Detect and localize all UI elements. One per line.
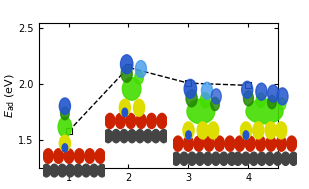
Circle shape <box>266 136 276 151</box>
Ellipse shape <box>211 97 219 111</box>
Circle shape <box>204 152 212 165</box>
Circle shape <box>249 152 258 165</box>
Circle shape <box>159 129 168 143</box>
Circle shape <box>227 152 236 165</box>
Circle shape <box>119 99 130 116</box>
Circle shape <box>253 122 264 139</box>
Circle shape <box>242 152 250 165</box>
Circle shape <box>186 131 191 139</box>
Circle shape <box>135 60 146 77</box>
Circle shape <box>121 55 133 74</box>
Circle shape <box>105 113 115 129</box>
Circle shape <box>126 113 136 129</box>
Circle shape <box>243 131 249 139</box>
Circle shape <box>120 129 128 143</box>
Circle shape <box>133 99 145 116</box>
Circle shape <box>144 129 152 143</box>
Circle shape <box>204 136 214 151</box>
Circle shape <box>219 152 228 165</box>
Circle shape <box>194 136 204 151</box>
Circle shape <box>184 136 193 151</box>
Circle shape <box>58 164 66 177</box>
Circle shape <box>136 129 144 143</box>
Circle shape <box>64 149 74 163</box>
Circle shape <box>240 122 252 139</box>
Ellipse shape <box>243 91 253 106</box>
Ellipse shape <box>61 107 69 120</box>
Circle shape <box>62 144 68 152</box>
Circle shape <box>289 152 298 165</box>
Circle shape <box>112 129 121 143</box>
Circle shape <box>136 113 146 129</box>
Circle shape <box>256 83 267 100</box>
Circle shape <box>234 152 242 165</box>
Circle shape <box>265 152 274 165</box>
Circle shape <box>273 152 282 165</box>
Circle shape <box>256 136 265 151</box>
Circle shape <box>146 113 156 129</box>
Circle shape <box>235 136 245 151</box>
Circle shape <box>85 149 95 163</box>
Circle shape <box>184 79 197 98</box>
Circle shape <box>74 149 84 163</box>
Circle shape <box>50 164 59 177</box>
Ellipse shape <box>246 99 283 124</box>
Circle shape <box>242 81 253 98</box>
Circle shape <box>208 122 219 139</box>
Circle shape <box>172 152 180 165</box>
Circle shape <box>196 152 204 165</box>
Circle shape <box>268 85 279 102</box>
Circle shape <box>82 164 91 177</box>
Circle shape <box>54 149 64 163</box>
Circle shape <box>183 122 194 139</box>
Ellipse shape <box>58 117 72 137</box>
Circle shape <box>95 149 105 163</box>
Circle shape <box>122 108 128 117</box>
Ellipse shape <box>121 65 132 82</box>
Circle shape <box>214 136 224 151</box>
Circle shape <box>151 129 160 143</box>
Circle shape <box>201 82 213 99</box>
Ellipse shape <box>278 98 286 110</box>
Ellipse shape <box>122 77 141 100</box>
Circle shape <box>74 164 83 177</box>
Circle shape <box>59 135 70 152</box>
Circle shape <box>225 136 235 151</box>
Circle shape <box>287 136 297 151</box>
Circle shape <box>197 122 208 139</box>
Circle shape <box>98 164 106 177</box>
Y-axis label: $E_{\mathrm{ad}}$ (eV): $E_{\mathrm{ad}}$ (eV) <box>3 73 17 118</box>
Circle shape <box>128 129 136 143</box>
Circle shape <box>211 89 221 104</box>
Circle shape <box>245 136 255 151</box>
Circle shape <box>173 136 183 151</box>
Ellipse shape <box>256 93 265 107</box>
Circle shape <box>180 152 188 165</box>
Circle shape <box>42 164 51 177</box>
Circle shape <box>265 122 276 139</box>
Circle shape <box>257 152 266 165</box>
Circle shape <box>276 122 287 139</box>
Circle shape <box>66 164 74 177</box>
Circle shape <box>104 129 112 143</box>
Ellipse shape <box>135 71 143 84</box>
Circle shape <box>188 152 196 165</box>
Circle shape <box>277 88 288 105</box>
Circle shape <box>43 149 53 163</box>
Circle shape <box>212 152 220 165</box>
Circle shape <box>59 98 70 114</box>
Circle shape <box>90 164 98 177</box>
Ellipse shape <box>200 93 210 108</box>
Ellipse shape <box>268 95 276 109</box>
Circle shape <box>116 113 125 129</box>
Circle shape <box>276 136 286 151</box>
Ellipse shape <box>187 99 215 124</box>
Ellipse shape <box>186 90 197 107</box>
Circle shape <box>281 152 290 165</box>
Circle shape <box>157 113 167 129</box>
